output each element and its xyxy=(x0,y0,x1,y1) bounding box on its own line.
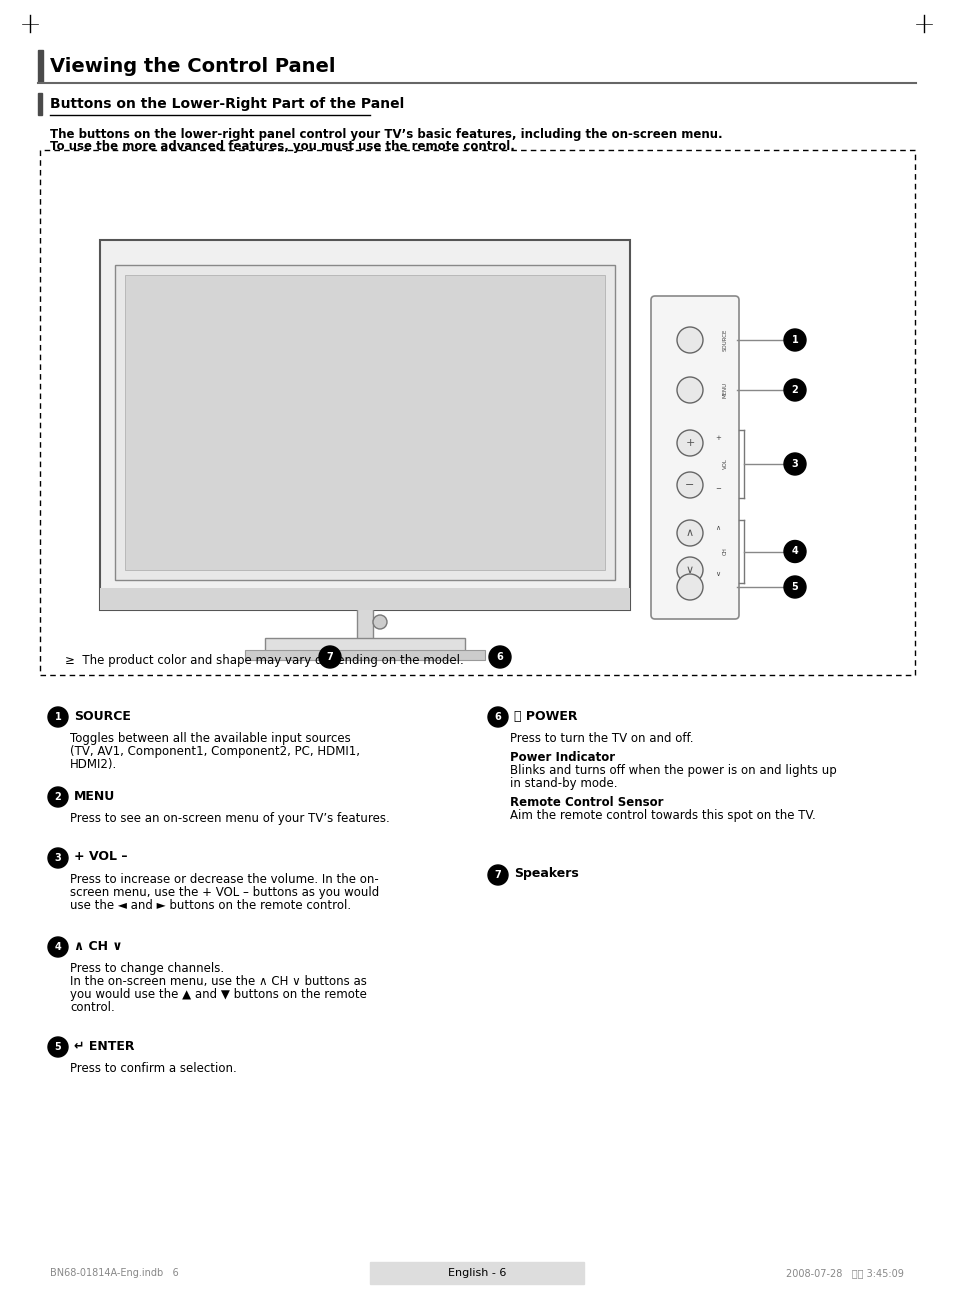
Text: ∧: ∧ xyxy=(715,525,720,531)
Circle shape xyxy=(488,707,507,727)
Text: MENU: MENU xyxy=(74,790,115,803)
Circle shape xyxy=(783,329,805,351)
Text: you would use the ▲ and ▼ buttons on the remote: you would use the ▲ and ▼ buttons on the… xyxy=(70,988,367,1001)
Text: 5: 5 xyxy=(791,582,798,592)
Bar xyxy=(356,608,373,641)
Text: 6: 6 xyxy=(494,713,501,722)
Text: 6: 6 xyxy=(497,652,503,662)
Text: 5: 5 xyxy=(54,1041,61,1052)
Circle shape xyxy=(488,865,507,886)
Text: screen menu, use the + VOL – buttons as you would: screen menu, use the + VOL – buttons as … xyxy=(70,886,379,899)
Circle shape xyxy=(783,453,805,476)
FancyBboxPatch shape xyxy=(650,296,739,620)
Bar xyxy=(100,240,629,610)
Text: ≥  The product color and shape may vary depending on the model.: ≥ The product color and shape may vary d… xyxy=(65,654,463,667)
Text: 7: 7 xyxy=(326,652,333,662)
Text: To use the more advanced features, you must use the remote control.: To use the more advanced features, you m… xyxy=(50,140,515,153)
Text: SOURCE: SOURCE xyxy=(74,710,131,723)
Text: Remote Control Sensor: Remote Control Sensor xyxy=(510,796,662,810)
Circle shape xyxy=(373,614,387,629)
Text: 4: 4 xyxy=(791,546,798,557)
Text: 2: 2 xyxy=(54,793,61,802)
Circle shape xyxy=(489,646,511,668)
Text: Press to confirm a selection.: Press to confirm a selection. xyxy=(70,1062,236,1076)
Text: 2008-07-28   오후 3:45:09: 2008-07-28 오후 3:45:09 xyxy=(785,1268,903,1279)
Text: Aim the remote control towards this spot on the TV.: Aim the remote control towards this spot… xyxy=(510,810,815,821)
Text: ∨: ∨ xyxy=(715,571,720,576)
Text: English - 6: English - 6 xyxy=(447,1268,506,1279)
Text: +: + xyxy=(715,435,720,441)
Bar xyxy=(370,1262,583,1284)
Bar xyxy=(100,588,629,610)
Text: Press to see an on-screen menu of your TV’s features.: Press to see an on-screen menu of your T… xyxy=(70,812,390,825)
Circle shape xyxy=(677,557,702,583)
Text: ∧ CH ∨: ∧ CH ∨ xyxy=(74,939,122,952)
Text: VOL: VOL xyxy=(721,458,727,469)
Text: BN68-01814A-Eng.indb   6: BN68-01814A-Eng.indb 6 xyxy=(50,1268,178,1279)
Text: Power Indicator: Power Indicator xyxy=(510,751,615,764)
Text: +: + xyxy=(684,438,694,448)
Bar xyxy=(245,650,484,660)
Text: −: − xyxy=(684,479,694,490)
Circle shape xyxy=(677,574,702,600)
Circle shape xyxy=(783,576,805,597)
Text: Speakers: Speakers xyxy=(514,867,578,880)
Text: 4: 4 xyxy=(54,942,61,952)
Text: Press to change channels.: Press to change channels. xyxy=(70,962,224,975)
Bar xyxy=(125,275,604,570)
Circle shape xyxy=(677,377,702,403)
Circle shape xyxy=(783,541,805,562)
Text: ∧: ∧ xyxy=(685,528,694,538)
Text: −: − xyxy=(715,486,720,493)
Circle shape xyxy=(677,430,702,456)
Circle shape xyxy=(318,646,340,668)
Text: 2: 2 xyxy=(791,385,798,396)
Text: ∨: ∨ xyxy=(685,565,694,575)
Text: Blinks and turns off when the power is on and lights up: Blinks and turns off when the power is o… xyxy=(510,764,836,777)
Text: SOURCE: SOURCE xyxy=(721,329,727,351)
Circle shape xyxy=(48,848,68,869)
Circle shape xyxy=(677,472,702,498)
Text: The buttons on the lower-right panel control your TV’s basic features, including: The buttons on the lower-right panel con… xyxy=(50,128,721,141)
Circle shape xyxy=(783,379,805,401)
Text: CH: CH xyxy=(721,548,727,555)
Circle shape xyxy=(677,520,702,546)
Bar xyxy=(265,638,464,652)
Bar xyxy=(115,265,615,580)
Bar xyxy=(40,151,914,675)
Text: in stand-by mode.: in stand-by mode. xyxy=(510,777,617,790)
Text: 1: 1 xyxy=(54,713,61,722)
Text: HDMI2).: HDMI2). xyxy=(70,758,117,772)
Text: + VOL –: + VOL – xyxy=(74,850,128,863)
Text: 3: 3 xyxy=(791,458,798,469)
Bar xyxy=(38,50,43,83)
Text: (TV, AV1, Component1, Component2, PC, HDMI1,: (TV, AV1, Component1, Component2, PC, HD… xyxy=(70,745,359,758)
Circle shape xyxy=(677,328,702,352)
Text: 1: 1 xyxy=(791,335,798,345)
Circle shape xyxy=(48,1038,68,1057)
Text: Viewing the Control Panel: Viewing the Control Panel xyxy=(50,56,335,76)
Text: In the on-screen menu, use the ∧ CH ∨ buttons as: In the on-screen menu, use the ∧ CH ∨ bu… xyxy=(70,975,367,988)
Text: 3: 3 xyxy=(54,853,61,863)
Text: MENU: MENU xyxy=(721,383,727,398)
Text: use the ◄ and ► buttons on the remote control.: use the ◄ and ► buttons on the remote co… xyxy=(70,899,351,912)
Text: ⏻ POWER: ⏻ POWER xyxy=(514,710,577,723)
Text: Press to turn the TV on and off.: Press to turn the TV on and off. xyxy=(510,732,693,745)
Text: Press to increase or decrease the volume. In the on-: Press to increase or decrease the volume… xyxy=(70,872,378,886)
Circle shape xyxy=(48,937,68,958)
Text: Buttons on the Lower-Right Part of the Panel: Buttons on the Lower-Right Part of the P… xyxy=(50,97,404,111)
Text: control.: control. xyxy=(70,1001,114,1014)
Text: 7: 7 xyxy=(494,870,501,880)
Bar xyxy=(38,93,42,115)
Circle shape xyxy=(48,707,68,727)
Circle shape xyxy=(48,787,68,807)
Text: Toggles between all the available input sources: Toggles between all the available input … xyxy=(70,732,351,745)
Text: ↵ ENTER: ↵ ENTER xyxy=(74,1040,134,1052)
